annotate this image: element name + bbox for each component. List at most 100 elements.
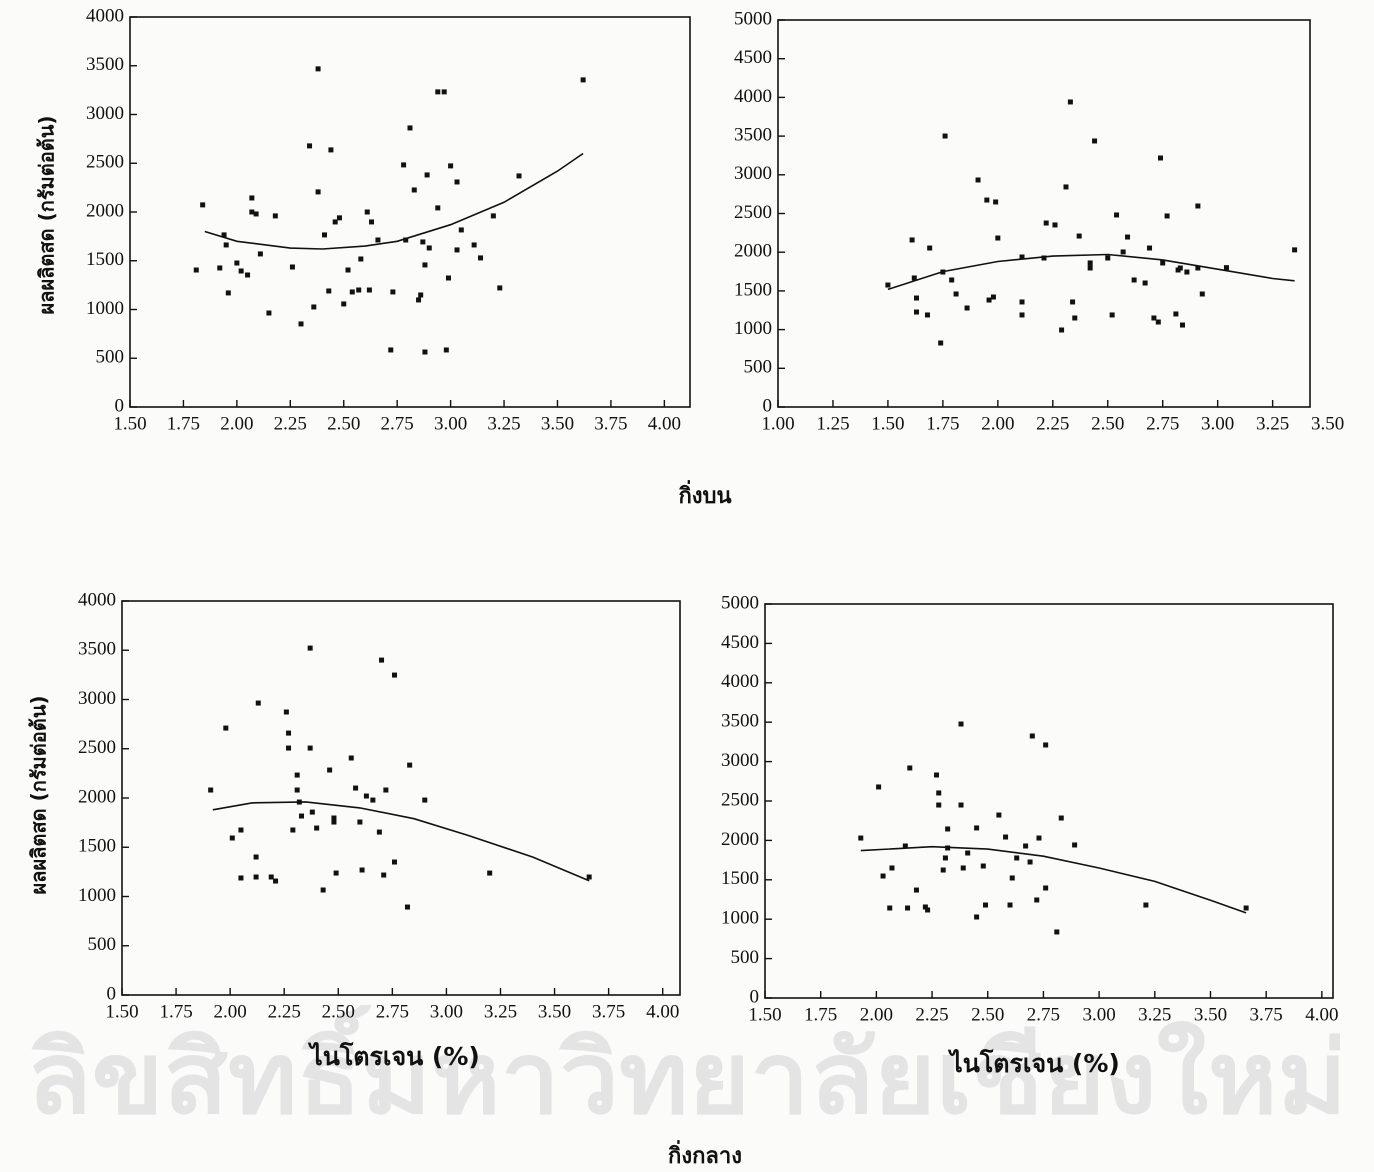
data-point: [876, 784, 881, 789]
x-tick-label: 3.50: [541, 413, 574, 434]
data-point: [358, 256, 363, 261]
y-tick-label: 3000: [734, 163, 772, 184]
data-point: [1008, 903, 1013, 908]
data-point: [889, 865, 894, 870]
data-point: [254, 855, 259, 860]
data-point: [959, 803, 964, 808]
x-axis-label: ไนโตรเจน (%): [307, 1041, 480, 1071]
x-tick-label: 2.75: [376, 1001, 409, 1022]
data-point: [420, 239, 425, 244]
y-tick-label: 2500: [734, 202, 772, 223]
y-tick-label: 3500: [721, 711, 759, 732]
x-tick-label: 2.25: [1036, 413, 1069, 434]
x-tick-label: 1.75: [804, 1004, 837, 1025]
x-tick-label: 1.00: [761, 413, 794, 434]
x-tick-label: 1.50: [748, 1004, 781, 1025]
data-point: [337, 215, 342, 220]
data-point: [936, 803, 941, 808]
data-point: [299, 814, 304, 819]
data-point: [239, 268, 244, 273]
data-point: [316, 66, 321, 71]
data-point: [517, 173, 522, 178]
x-tick-label: 2.50: [327, 413, 360, 434]
data-point: [943, 855, 948, 860]
data-point: [448, 163, 453, 168]
data-point: [459, 227, 464, 232]
x-tick-label: 3.75: [1250, 1004, 1283, 1025]
x-tick-label: 2.50: [1091, 413, 1124, 434]
plot-frame: [130, 17, 690, 407]
data-point: [377, 830, 382, 835]
data-point: [959, 722, 964, 727]
x-tick-label: 1.75: [926, 413, 959, 434]
data-point: [1034, 897, 1039, 902]
data-point: [360, 868, 365, 873]
data-point: [295, 788, 300, 793]
plot-frame: [122, 601, 680, 995]
y-tick-label: 2500: [86, 152, 124, 173]
x-tick-label: 2.25: [268, 1001, 301, 1022]
data-point: [1143, 281, 1148, 286]
data-point: [194, 268, 199, 273]
y-tick-label: 1000: [721, 908, 759, 929]
data-point: [356, 288, 361, 293]
x-tick-label: 4.00: [646, 1001, 679, 1022]
y-tick-label: 4000: [86, 5, 124, 26]
data-point: [1054, 929, 1059, 934]
data-point: [388, 347, 393, 352]
data-point: [1158, 156, 1163, 161]
y-tick-label: 1000: [734, 318, 772, 339]
data-point: [422, 350, 427, 355]
y-tick-label: 2000: [734, 241, 772, 262]
data-point: [1088, 260, 1093, 265]
data-point: [587, 874, 592, 879]
x-tick-label: 3.00: [434, 413, 467, 434]
data-point: [1105, 256, 1110, 261]
data-point: [983, 903, 988, 908]
data-point: [407, 763, 412, 768]
data-point: [350, 289, 355, 294]
x-tick-label: 3.50: [1194, 1004, 1227, 1025]
x-tick-label: 2.00: [220, 413, 253, 434]
data-point: [1125, 235, 1130, 240]
y-tick-label: 1000: [78, 885, 116, 906]
data-point: [885, 283, 890, 288]
y-tick-label: 5000: [721, 592, 759, 613]
data-point: [444, 347, 449, 352]
y-tick-label: 4500: [734, 47, 772, 68]
data-point: [286, 746, 291, 751]
data-point: [234, 260, 239, 265]
data-point: [1068, 99, 1073, 104]
data-point: [321, 887, 326, 892]
y-tick-label: 1000: [86, 298, 124, 319]
data-point: [405, 905, 410, 910]
y-tick-label: 1500: [86, 249, 124, 270]
data-point: [455, 247, 460, 252]
data-point: [941, 868, 946, 873]
figure: ลิขสิทธิ์มหาวิทยาลัยเชียงใหม่ กิ่งบน กิ่…: [0, 0, 1374, 1172]
data-point: [934, 772, 939, 777]
data-point: [367, 288, 372, 293]
data-point: [331, 820, 336, 825]
data-point: [392, 673, 397, 678]
data-point: [1044, 221, 1049, 226]
data-point: [266, 311, 271, 316]
data-point: [401, 162, 406, 167]
data-point: [945, 826, 950, 831]
data-point: [905, 906, 910, 911]
data-point: [427, 245, 432, 250]
y-tick-label: 500: [88, 934, 117, 955]
data-point: [418, 292, 423, 297]
data-point: [976, 177, 981, 182]
data-point: [298, 321, 303, 326]
data-point: [365, 210, 370, 215]
data-point: [1180, 323, 1185, 328]
x-tick-label: 3.25: [487, 413, 520, 434]
y-axis-label: ผลผลิตสด (กรัมต่อต้น): [35, 115, 59, 314]
data-point: [472, 242, 477, 247]
data-point: [254, 874, 259, 879]
data-point: [1184, 270, 1189, 275]
fit-curve: [888, 255, 1295, 290]
x-tick-label: 1.25: [816, 413, 849, 434]
data-point: [224, 242, 229, 247]
